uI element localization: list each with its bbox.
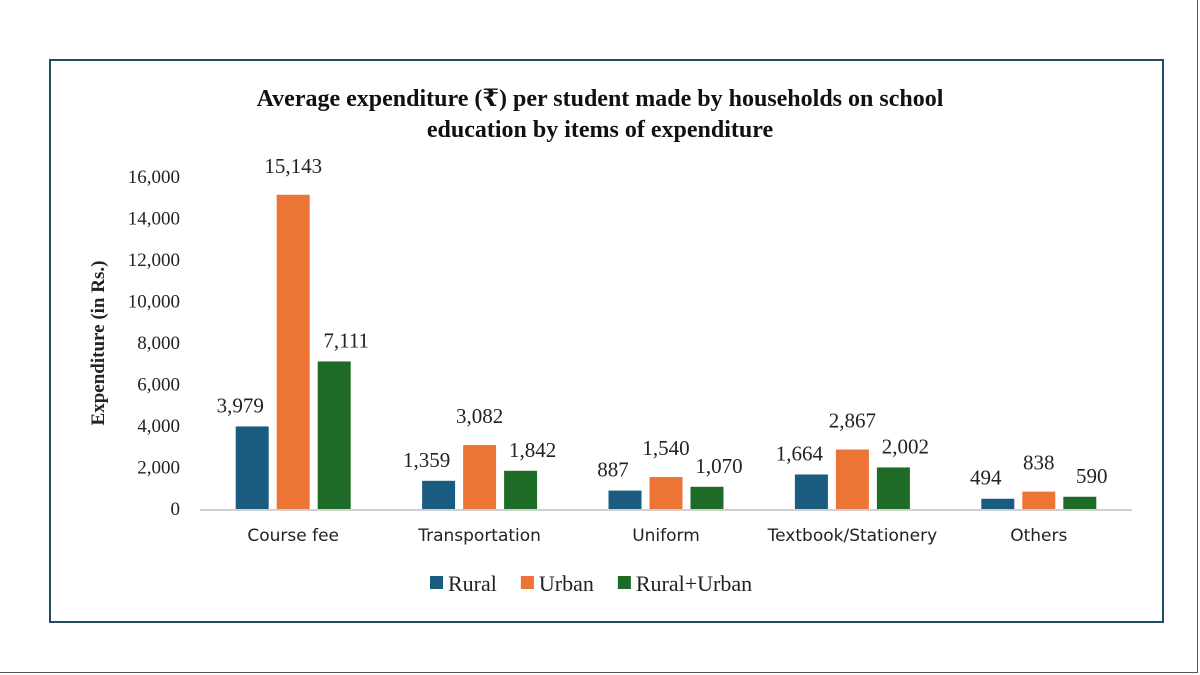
data-label: 2,002	[882, 434, 929, 458]
bar-rural	[981, 498, 1015, 509]
bar-rural	[422, 480, 456, 509]
data-label: 1,842	[509, 438, 556, 462]
data-label: 3,979	[217, 393, 264, 417]
chart-title-line-2: education by items of expenditure	[426, 117, 774, 143]
legend-label: Rural+Urban	[636, 571, 752, 596]
bar-rural-urban	[317, 361, 351, 509]
data-label: 7,111	[323, 328, 369, 352]
legend-label: Urban	[539, 571, 594, 596]
y-tick-label: 2,000	[137, 458, 180, 479]
data-label: 15,143	[264, 154, 322, 178]
data-label: 1,664	[776, 441, 824, 465]
y-axis-label: Expenditure (in Rs.)	[88, 261, 109, 426]
x-tick-label: Uniform	[632, 526, 700, 546]
data-label: 2,867	[829, 409, 876, 433]
y-tick-label: 10,000	[128, 292, 180, 313]
legend-label: Rural	[448, 571, 497, 596]
x-tick-label: Textbook/Stationery	[767, 526, 938, 546]
x-tick-label: Others	[1010, 526, 1067, 546]
bar-rural	[608, 490, 642, 509]
x-tick-label: Transportation	[417, 526, 541, 546]
data-label: 887	[597, 458, 629, 482]
bar-urban	[1022, 491, 1056, 509]
bar-urban	[835, 449, 869, 509]
bar-urban	[463, 445, 497, 509]
y-tick-label: 12,000	[128, 250, 180, 271]
legend-swatch	[520, 576, 534, 589]
legend-swatch	[617, 576, 631, 589]
data-label: 838	[1023, 451, 1055, 475]
bar-urban	[649, 477, 683, 509]
y-tick-label: 8,000	[137, 333, 180, 354]
chart-frame	[49, 59, 1164, 623]
data-label: 494	[970, 466, 1002, 490]
y-tick-label: 6,000	[137, 375, 180, 396]
bar-rural-urban	[876, 467, 910, 509]
data-label: 1,359	[403, 448, 450, 472]
legend-swatch	[430, 576, 443, 589]
y-tick-label: 16,000	[128, 167, 180, 188]
bar-rural	[235, 426, 269, 509]
bar-rural	[794, 474, 828, 509]
data-label: 1,540	[642, 436, 689, 460]
data-label: 590	[1076, 464, 1108, 488]
y-tick-label: 4,000	[137, 416, 180, 437]
y-tick-label: 14,000	[128, 209, 180, 230]
x-tick-label: Course fee	[247, 526, 339, 546]
chart-title-line-1: Average expenditure (₹) per student made…	[256, 86, 944, 112]
data-label: 3,082	[456, 404, 503, 428]
chart-title: Average expenditure (₹) per student made…	[0, 84, 1200, 146]
bar-rural-urban	[690, 486, 724, 509]
bar-rural-urban	[504, 470, 538, 509]
data-label: 1,070	[695, 454, 742, 478]
bar-rural-urban	[1063, 496, 1097, 509]
y-tick-label: 0	[171, 499, 181, 520]
bar-urban	[276, 194, 310, 509]
